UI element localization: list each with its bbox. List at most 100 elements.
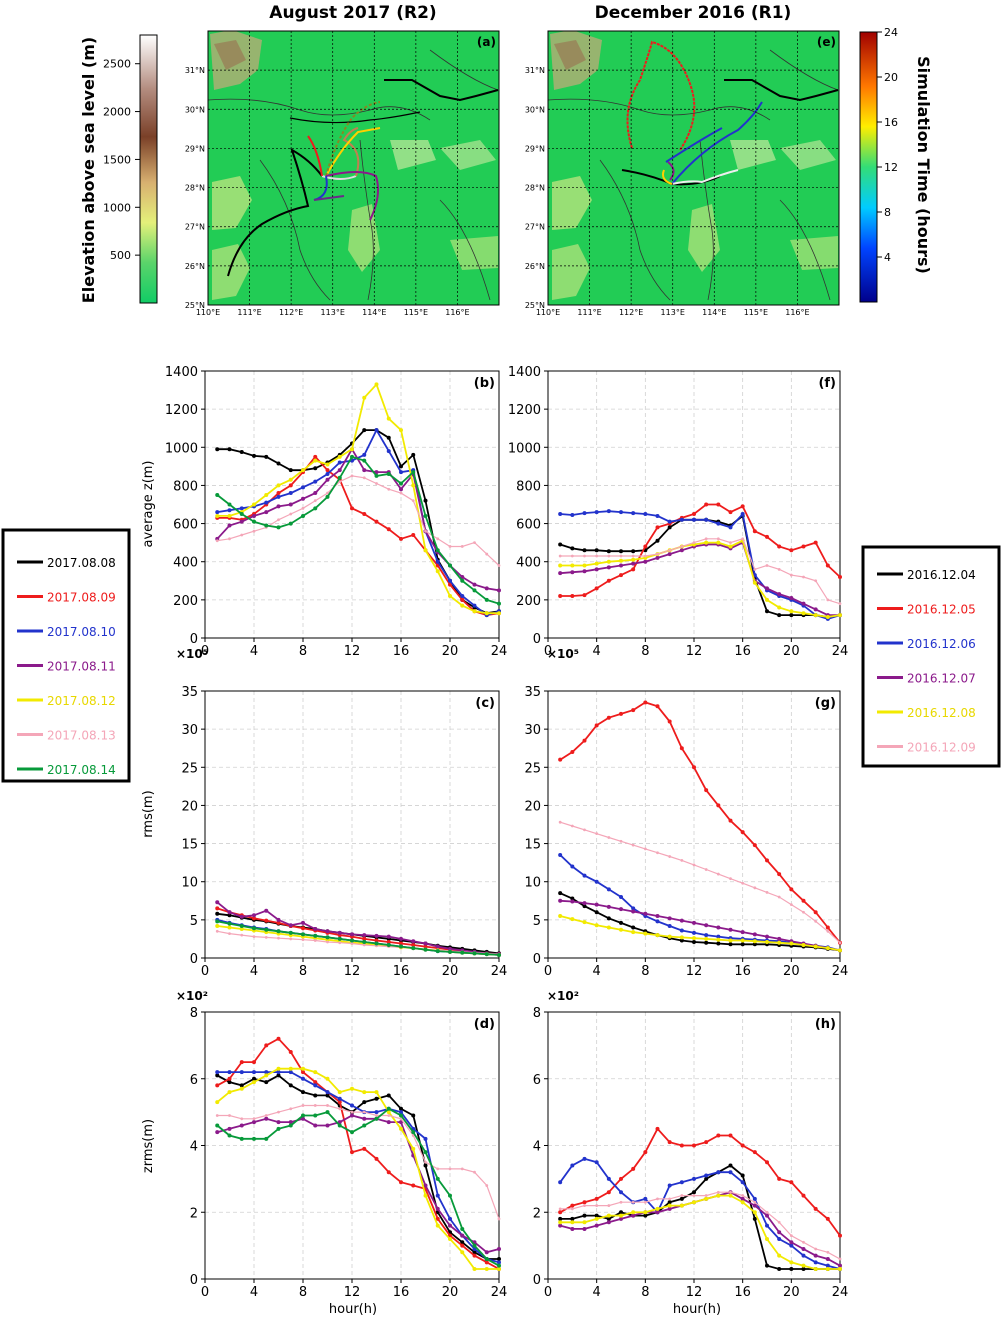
series-point [582,511,587,516]
series-point [582,1220,587,1225]
series-point [716,803,721,808]
series-point [436,537,440,541]
map-a-lat-labels: 25°N 26°N 27°N 28°N 29°N 30°N 31°N [185,66,205,310]
series-point [399,491,403,495]
series-point [631,557,636,562]
series-point [692,1176,696,1181]
series-point [716,1193,721,1198]
y-tick-label: 0 [533,1273,541,1288]
series-point [765,1223,769,1228]
series-point [753,886,757,890]
y-tick-label: 600 [173,518,198,533]
series-point [362,1110,366,1114]
series-point [350,1113,354,1118]
series-point [264,1136,269,1141]
series-point [460,1226,465,1231]
series-point [631,925,636,930]
series-point [643,1200,647,1204]
series-line [559,1127,841,1237]
series-point [460,574,465,579]
series-point [583,828,586,832]
series-point [594,1216,599,1221]
series-point [777,592,782,597]
simtime-tick-label: 20 [884,71,898,84]
series-point [337,468,342,473]
series-point [704,1196,709,1201]
map-a-label: (a) [477,35,496,49]
series-point [667,519,672,524]
series-point [558,898,563,903]
series-point [215,929,219,933]
series-point [362,476,366,480]
series-point [765,597,769,602]
series-point [643,911,648,916]
series-point [789,548,794,553]
series-point [752,1196,757,1201]
series-point [716,502,721,507]
series-point [448,1167,452,1171]
series-point [728,525,733,530]
x-tick-label: 0 [544,644,552,659]
series-point [472,588,477,593]
series-line [216,455,500,605]
series-point [497,952,501,957]
series-point [252,1076,256,1081]
series-point [765,939,769,944]
series-point [606,559,611,564]
series-point [277,1110,280,1114]
series-point [276,1073,281,1078]
series-point [460,950,465,955]
series-point [704,1173,709,1178]
series-point [802,1240,805,1244]
series-point [606,715,611,720]
series-point [777,605,782,610]
series-point [252,453,256,458]
series-point [301,468,305,473]
series-line [560,510,841,620]
series-point [448,594,452,599]
series-point [313,454,318,459]
map-lon-label: 115°E [404,308,428,317]
x-tick-label: 0 [201,964,209,979]
series-point [643,1213,648,1218]
series-point [825,925,830,930]
series-point [399,464,403,469]
series-point [497,1256,501,1261]
series-point [399,1126,403,1131]
map-lon-label: 116°E [445,308,469,317]
series-point [825,615,830,620]
series-point [399,470,403,475]
map-lon-label: 115°E [744,308,768,317]
series-point [387,487,391,491]
series-point [362,939,367,944]
series-point [740,512,745,517]
y-tick-label: 1400 [165,365,198,380]
series-point [631,1210,636,1215]
series-point [288,521,293,526]
elevation-tick-label: 500 [110,249,131,262]
series-point [813,540,818,545]
series-point [239,512,244,517]
series-point [362,512,367,517]
series-point [704,502,709,507]
series-point [813,1206,818,1211]
series-point [435,1193,440,1198]
series-point [472,951,477,956]
series-line [217,455,500,617]
map-lat-label: 29°N [525,144,545,153]
series-line [560,538,841,605]
series-point [399,536,403,541]
series-point [777,567,781,571]
series-point [301,506,305,510]
x-tick-label: 20 [442,1285,459,1300]
series-point [692,936,696,941]
series-point [595,554,599,558]
x-tick-label: 8 [641,1285,649,1300]
scale-g: ×10⁵ [547,647,579,661]
series-point [362,428,367,433]
legend-label: 2017.08.09 [47,591,116,605]
series-point [826,1250,830,1254]
series-point [752,1216,757,1221]
series-point [643,512,648,517]
series-point [606,1220,611,1225]
